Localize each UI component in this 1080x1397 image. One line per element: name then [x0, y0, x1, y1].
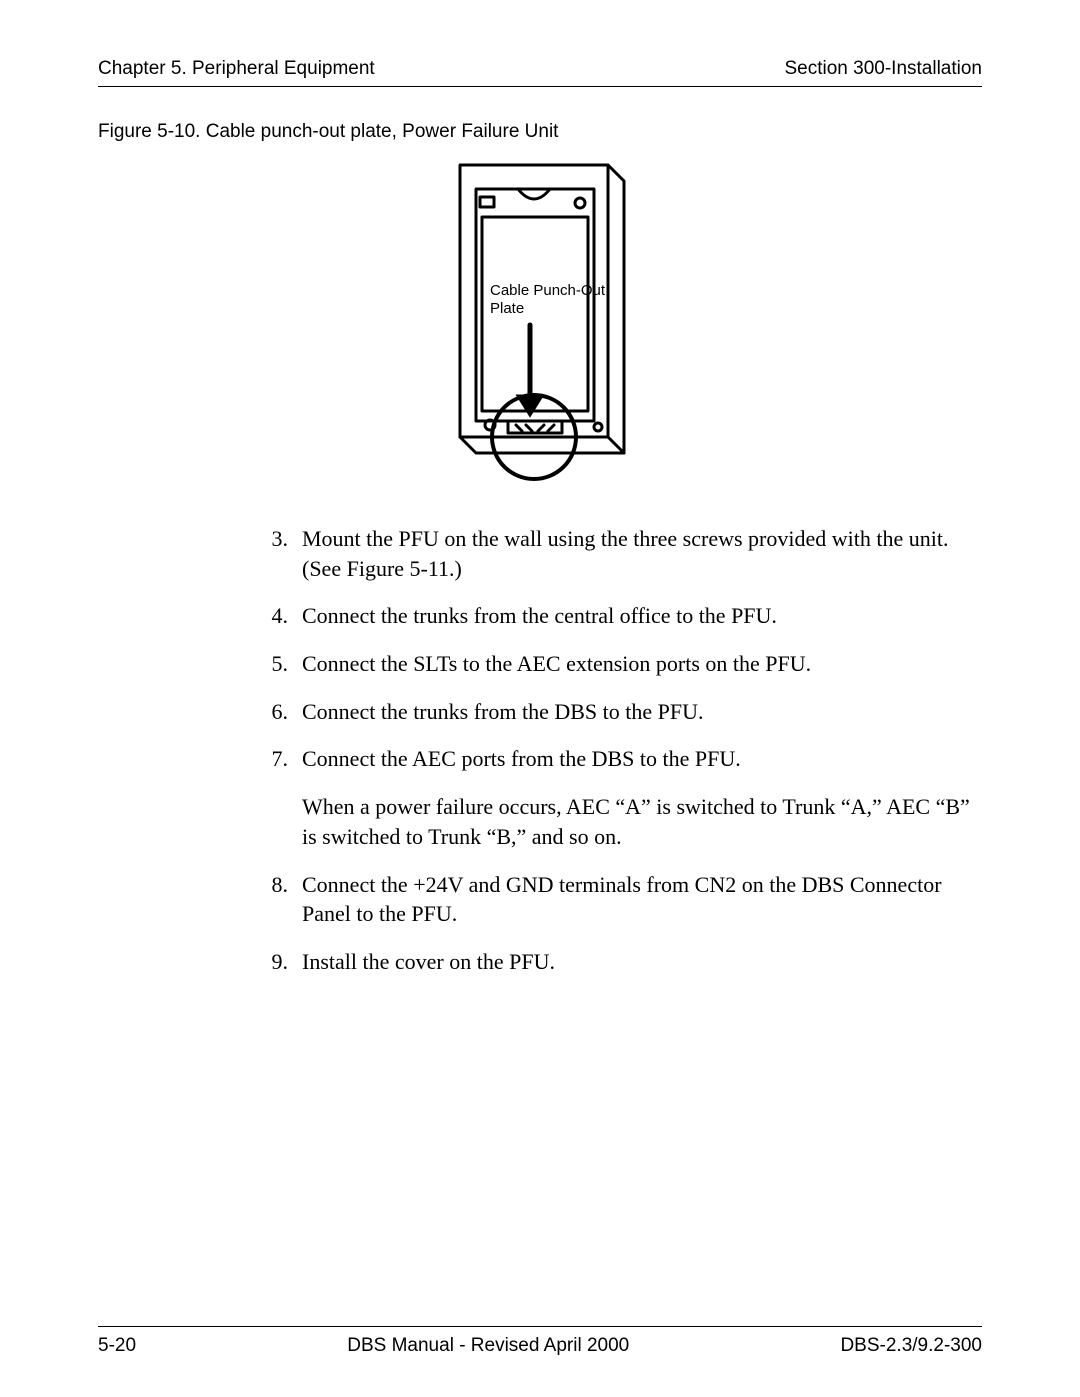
step-text: Connect the trunks from the DBS to the P…: [302, 697, 972, 727]
step-text: Connect the SLTs to the AEC extension po…: [302, 649, 972, 679]
header-left: Chapter 5. Peripheral Equipment: [98, 58, 375, 80]
step-number: 6.: [268, 697, 302, 727]
list-item: 9. Install the cover on the PFU.: [268, 947, 972, 977]
page-header: Chapter 5. Peripheral Equipment Section …: [98, 58, 982, 87]
figure-caption: Figure 5-10. Cable punch-out plate, Powe…: [98, 121, 982, 143]
figure-diagram: Cable Punch-Out Plate: [98, 153, 982, 498]
step-text: Install the cover on the PFU.: [302, 947, 972, 977]
step-number: 5.: [268, 649, 302, 679]
step-number: 9.: [268, 947, 302, 977]
step-number: 7.: [268, 744, 302, 851]
spacer: [98, 995, 982, 1326]
step-extra: When a power failure occurs, AEC “A” is …: [302, 792, 972, 851]
step-text: Connect the AEC ports from the DBS to th…: [302, 744, 972, 851]
figure-label-line1: Cable Punch-Out: [490, 282, 606, 299]
step-text: Connect the trunks from the central offi…: [302, 601, 972, 631]
step-text: Mount the PFU on the wall using the thre…: [302, 524, 972, 583]
step-number: 4.: [268, 601, 302, 631]
list-item: 7. Connect the AEC ports from the DBS to…: [268, 744, 972, 851]
step-text: Connect the +24V and GND terminals from …: [302, 870, 972, 929]
list-item: 6. Connect the trunks from the DBS to th…: [268, 697, 972, 727]
header-right: Section 300-Installation: [784, 58, 982, 80]
page: Chapter 5. Peripheral Equipment Section …: [0, 0, 1080, 1397]
footer-center: DBS Manual - Revised April 2000: [347, 1335, 629, 1357]
punch-out-plate-icon: Cable Punch-Out Plate: [430, 153, 650, 493]
instruction-list: 3. Mount the PFU on the wall using the t…: [268, 524, 972, 995]
figure-label-line2: Plate: [490, 300, 524, 317]
list-item: 4. Connect the trunks from the central o…: [268, 601, 972, 631]
step-number: 3.: [268, 524, 302, 583]
page-footer: 5-20 DBS Manual - Revised April 2000 DBS…: [98, 1326, 982, 1357]
list-item: 8. Connect the +24V and GND terminals fr…: [268, 870, 972, 929]
step-number: 8.: [268, 870, 302, 929]
footer-left: 5-20: [98, 1335, 136, 1357]
list-item: 3. Mount the PFU on the wall using the t…: [268, 524, 972, 583]
list-item: 5. Connect the SLTs to the AEC extension…: [268, 649, 972, 679]
footer-right: DBS-2.3/9.2-300: [840, 1335, 982, 1357]
